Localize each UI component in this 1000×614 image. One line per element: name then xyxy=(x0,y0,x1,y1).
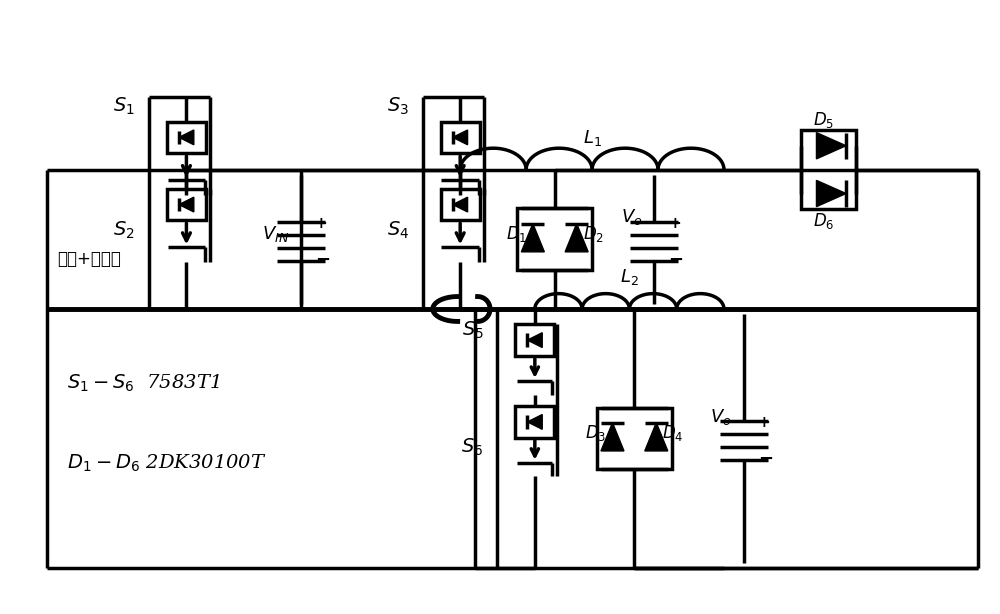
Text: $D_1$: $D_1$ xyxy=(506,224,527,244)
Bar xyxy=(515,324,554,356)
Polygon shape xyxy=(453,197,468,212)
Bar xyxy=(597,408,672,469)
Text: $V_o$: $V_o$ xyxy=(621,208,642,227)
Polygon shape xyxy=(816,181,846,207)
Text: $S_3$: $S_3$ xyxy=(387,95,409,117)
Bar xyxy=(441,122,480,154)
Text: $D_3$: $D_3$ xyxy=(585,424,607,443)
Bar xyxy=(517,208,592,270)
Polygon shape xyxy=(601,422,624,451)
Text: −: − xyxy=(758,450,773,468)
Text: $L_1$: $L_1$ xyxy=(583,128,602,148)
Text: $D_4$: $D_4$ xyxy=(662,424,684,443)
Polygon shape xyxy=(179,130,194,145)
Polygon shape xyxy=(565,223,588,252)
Polygon shape xyxy=(527,414,542,429)
Text: +: + xyxy=(758,415,771,430)
Bar xyxy=(167,122,206,154)
Text: $S_1-S_6$  7583T1: $S_1-S_6$ 7583T1 xyxy=(67,373,220,394)
Text: 选通+软启动: 选通+软启动 xyxy=(57,251,121,268)
Bar xyxy=(515,406,554,438)
Bar xyxy=(801,130,856,209)
Bar xyxy=(441,188,480,220)
Polygon shape xyxy=(179,197,194,212)
Text: $L_2$: $L_2$ xyxy=(620,267,639,287)
Polygon shape xyxy=(645,422,668,451)
Text: $S_1$: $S_1$ xyxy=(113,95,135,117)
Polygon shape xyxy=(453,130,468,145)
Text: $S_2$: $S_2$ xyxy=(113,219,135,241)
Text: −: − xyxy=(668,251,683,269)
Polygon shape xyxy=(527,333,542,348)
Polygon shape xyxy=(521,223,544,252)
Text: $D_1-D_6$ 2DK30100T: $D_1-D_6$ 2DK30100T xyxy=(67,453,266,474)
Text: $D_2$: $D_2$ xyxy=(583,224,604,244)
Bar xyxy=(167,188,206,220)
Text: $S_5$: $S_5$ xyxy=(462,319,483,341)
Text: +: + xyxy=(315,216,328,231)
Text: $V_{IN}$: $V_{IN}$ xyxy=(262,224,289,244)
Text: $S_6$: $S_6$ xyxy=(461,437,483,458)
Text: $V_o$: $V_o$ xyxy=(710,406,732,427)
Text: $D_6$: $D_6$ xyxy=(813,211,834,231)
Text: $D_5$: $D_5$ xyxy=(813,111,834,130)
Text: −: − xyxy=(315,251,330,269)
Text: $S_4$: $S_4$ xyxy=(387,219,409,241)
Polygon shape xyxy=(816,133,846,159)
Text: +: + xyxy=(668,216,681,231)
